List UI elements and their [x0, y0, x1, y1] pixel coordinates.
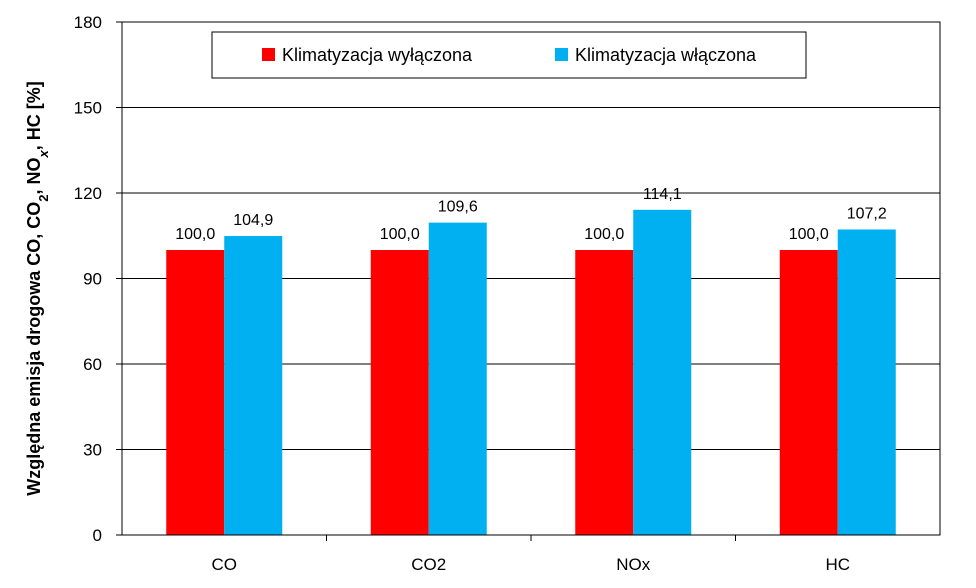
bar-co2-series-2	[428, 222, 487, 535]
y-tick-label-60: 60	[83, 355, 102, 374]
bar-co-series-2	[224, 236, 283, 535]
y-tick-label-150: 150	[74, 99, 102, 118]
data-label-co-series-1: 100,0	[175, 226, 215, 243]
y-axis-label-part-4: x	[36, 149, 51, 158]
y-tick-label-180: 180	[74, 13, 102, 32]
plot-frame	[121, 21, 941, 536]
category-label-co2: CO2	[411, 555, 446, 574]
bar-nox-series-1	[575, 250, 634, 535]
data-label-co2-series-2: 109,6	[438, 199, 478, 216]
data-label-hc-series-2: 107,2	[847, 205, 887, 222]
bar-hc-series-2	[837, 229, 896, 536]
y-axis-label-part-5: , HC [%]	[24, 81, 44, 150]
bar-co2-series-1	[370, 250, 429, 535]
y-tick-label-90: 90	[83, 270, 102, 289]
data-label-hc-series-1: 100,0	[789, 226, 829, 243]
category-label-co: CO	[212, 555, 238, 574]
legend-box	[211, 31, 807, 79]
category-label-hc: HC	[825, 555, 850, 574]
legend-swatch-2	[555, 48, 568, 61]
data-labels: 100,0 104,9 100,0 109,6 100,0 114,1 100,0 107,2	[175, 186, 887, 243]
bar-co-series-1	[166, 250, 225, 535]
data-label-co2-series-1: 100,0	[380, 226, 420, 243]
legend-label-1: Klimatyzacja wyłączona	[282, 45, 473, 65]
bar-hc-series-1	[779, 250, 838, 535]
y-axis-label-part-1: Względna emisja drogowa CO, CO	[24, 202, 44, 496]
bar-nox-series-2	[633, 209, 692, 535]
data-label-nox-series-1: 100,0	[584, 226, 624, 243]
y-tick-label-30: 30	[83, 441, 102, 460]
y-tick-label-120: 120	[74, 184, 102, 203]
data-label-co-series-2: 104,9	[233, 212, 273, 229]
legend: Klimatyzacja wyłączona Klimatyzacja włącz…	[211, 31, 807, 79]
y-axis-label: Względna emisja drogowa CO, CO2, NOx, HC…	[24, 81, 51, 496]
y-tick-labels: 0 30 60 90 120 150 180	[74, 13, 102, 545]
legend-swatch-1	[262, 48, 275, 61]
category-label-nox: NOx	[616, 555, 651, 574]
y-axis-label-part-3: , NO	[24, 157, 44, 194]
legend-label-2: Klimatyzacja włączona	[575, 45, 757, 65]
category-labels: CO CO2 NOx HC	[212, 555, 851, 574]
y-tick-label-0: 0	[93, 526, 102, 545]
y-axis-label-part-2: 2	[36, 194, 51, 201]
data-label-nox-series-2: 114,1	[643, 186, 682, 203]
bars	[166, 209, 896, 536]
